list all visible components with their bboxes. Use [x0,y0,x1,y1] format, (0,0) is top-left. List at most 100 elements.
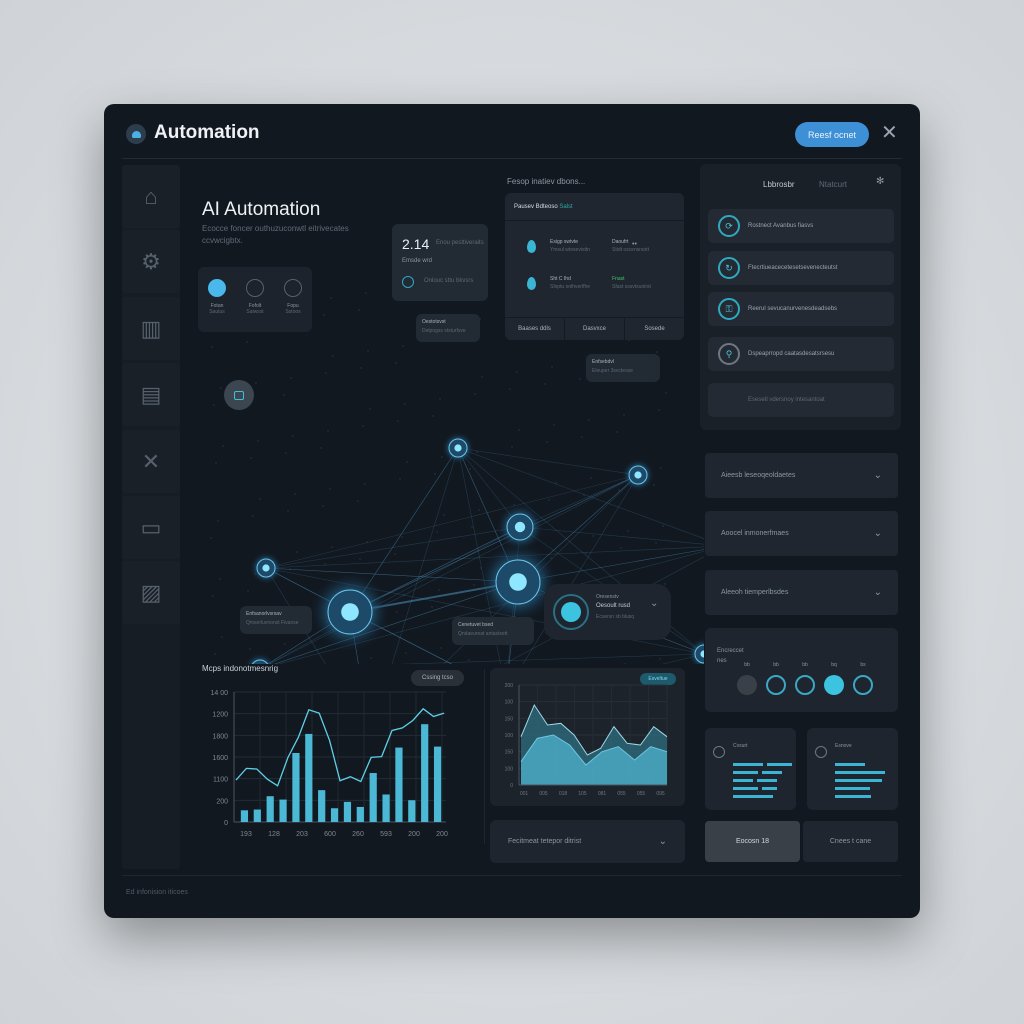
control-0[interactable]: Fotan Sautus [208,279,226,315]
x-tick-label: 200 [408,831,420,838]
node-selector[interactable]: Oresenstv Oesoult rusd Ecsersn sb blusq ⌄ [544,584,671,640]
sidebar-item-4[interactable]: ✕ [122,430,180,493]
network-node-core [514,521,526,533]
step-4[interactable]: bs [853,662,873,695]
settings-tool-icon[interactable]: ✻ [876,176,885,187]
grid-dot [220,387,222,389]
grid-dot [551,366,553,368]
secondary-action-button[interactable]: Cnees t cane [803,821,898,862]
network-edge [265,567,519,583]
link-icon: ⟳ [718,215,740,237]
close-icon[interactable]: ✕ [881,122,898,144]
network-edge [457,447,639,476]
area-series [521,735,667,785]
primary-header-button[interactable]: Reesf ocnet [795,122,869,147]
workflow-tab-2[interactable]: Sosede [644,326,665,332]
grid-dot [210,537,212,539]
grid-dot [327,430,329,432]
grid-dot [618,489,620,491]
sidebar-item-6[interactable]: ▨ [122,561,180,624]
bar-chart-badge[interactable]: Cssing tcso [411,670,464,686]
mini-card[interactable]: Esnove [807,728,898,810]
grid-dot [620,547,622,549]
control-2[interactable]: Fopu Sstoos [284,279,302,315]
accordion-0[interactable]: Aieesb leseoqeoldaetes ⌄ [705,453,898,498]
mini-card[interactable]: Cvsurt [705,728,796,810]
network-edge [265,526,521,569]
stat-value: 2.14 [402,236,430,252]
right-panel-item[interactable]: Esesetl vdersnoy intesantoat [708,383,894,417]
text-bar [733,787,758,790]
network-node [694,644,704,664]
workflow-row[interactable]: Sht C Ihd Sfsptu onlhverlfhe Fnast Sfast ss… [505,274,684,304]
more-icon[interactable]: •• [632,241,637,248]
right-panel-item[interactable]: ⟳ Rostnect Avanbus fiasvs [708,209,894,243]
grid-dot [394,553,396,555]
grid-dot [581,436,583,438]
network-edge [268,526,521,664]
grid-dot [283,394,285,396]
sidebar-item-3[interactable]: ▤ [122,363,180,426]
grid-dot [590,477,592,479]
chevron-down-icon: ⌄ [873,528,882,539]
bar-chart: 0 200 1100 1600 1800 1200 14 00 193 128 203 600 260… [210,690,447,838]
header-divider [122,158,902,159]
sidebar-item-1[interactable]: ⚙ [122,230,180,293]
step-2[interactable]: bb [795,662,815,695]
x-tick-label: 193 [240,831,252,838]
drop-icon [527,240,536,253]
app-window: Automation Reesf ocnet ✕ ⌂ ⚙ ▥ ▤ ✕ ▭ ▨ AI Auto… [104,104,920,918]
sidebar-item-0[interactable]: ⌂ [122,165,180,228]
workflow-title: Pausev Bdteoso Salst [505,193,684,221]
network-node [251,659,269,664]
area-chart-badge[interactable]: Esveltue [640,673,676,685]
right-panel-item[interactable]: ↻ Ftecrtiueacecetesetsevenecteutst [708,251,894,285]
bar [356,806,364,822]
right-panel-item[interactable]: ⚿ Reerul sevucanurvenesdeadsebs [708,292,894,326]
grid-dot [550,557,552,559]
y-tick-label: 100 [505,733,514,739]
workflow-row[interactable]: Esigp swtvte Ymsul wtosevisttn Daoufrt Stid… [505,237,684,267]
network-edge [399,653,704,664]
grid-dot [359,558,361,560]
primary-action-button[interactable]: Eocosn 18 [705,821,800,862]
step-1[interactable]: bb [766,662,786,695]
right-panel: Lbbrosbr Ntatcurt ✻ ⟳ Rostnect Avanbus fi… [700,164,901,430]
text-bar [835,787,870,790]
sidebar-item-2[interactable]: ▥ [122,297,180,360]
workflow-tab-1[interactable]: Dasvxce [565,318,625,340]
step-0[interactable]: bb [737,662,757,695]
grid-dot [585,552,587,554]
stat-card: 2.14 Enou pesttiveraits Emsde wrd Onlouc… [392,224,488,301]
control-1[interactable]: Fofolt Saiwsst [246,279,264,315]
step-3[interactable]: bq [824,662,844,695]
filter-dropdown[interactable]: Fecitmeat tetepor ditrist ⌄ [490,820,685,863]
right-tab-0[interactable]: Lbbrosbr [763,180,795,189]
x-tick-label: 203 [296,831,308,838]
grid-dot [403,594,405,596]
grid-dot [219,578,221,580]
grid-dot [250,457,252,459]
right-panel-item[interactable]: ⚲ Dspeaprropd caatasdesatsrsesu [708,337,894,371]
text-bar [733,763,763,766]
chart-icon: ▥ [140,315,162,341]
right-tab-1[interactable]: Ntatcurt [819,180,848,189]
network-node-core [509,573,527,591]
target-icon [815,746,827,758]
grid-dot [290,377,292,379]
workflow-tab-0[interactable]: Baases ddls [505,318,565,340]
sidebar-item-5[interactable]: ▭ [122,496,180,559]
calendar-node-icon[interactable] [224,380,254,410]
network-node-core [341,603,359,621]
grid-dot [362,425,364,427]
accordion-1[interactable]: Aoocel inmonerfmaes ⌄ [705,511,898,556]
x-tick-label: 018 [559,791,568,797]
accordion-2[interactable]: Aleeoh tiemperlbsdes ⌄ [705,570,898,615]
bar [421,724,429,822]
network-edge [273,581,519,664]
grid-dot [211,346,213,348]
app-title: Automation [154,122,260,143]
grid-dot [653,484,655,486]
drop-icon [527,277,536,290]
x-tick-label: 001 [520,791,529,797]
